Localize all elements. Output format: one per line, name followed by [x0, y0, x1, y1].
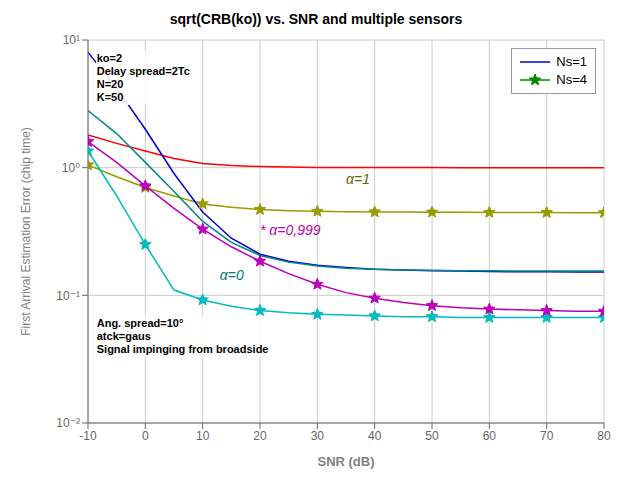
svg-text:40: 40 — [368, 429, 382, 443]
svg-text:10⁻¹: 10⁻¹ — [56, 289, 80, 303]
svg-text:20: 20 — [253, 429, 267, 443]
html-text:Ang. spread=10° atck=gaus Sign: Ang. spread=10° atck=gaus Signal impingi… — [96, 316, 269, 355]
html-text:Ns=1: Ns=1 — [556, 54, 587, 69]
svg-text:10⁰: 10⁰ — [62, 161, 80, 175]
html-text:ko=2 Delay spread=2Tc N=20 K=5: ko=2 Delay spread=2Tc N=20 K=50 — [96, 52, 190, 104]
svg-text:α=0: α=0 — [220, 267, 244, 283]
svg-text:* α=0,999: * α=0,999 — [260, 222, 321, 238]
svg-text:10⁻²: 10⁻² — [56, 416, 80, 430]
svg-text:-10: -10 — [79, 429, 97, 443]
svg-text:α=1: α=1 — [346, 171, 370, 187]
svg-text:First Arrival Estimation Error: First Arrival Estimation Error (chip tim… — [19, 127, 33, 336]
svg-text:50: 50 — [425, 429, 439, 443]
svg-text:80: 80 — [597, 429, 611, 443]
html-text:sqrt(CRB(ko)) vs. SNR and mult: sqrt(CRB(ko)) vs. SNR and multiple senso… — [169, 11, 463, 27]
svg-text:0: 0 — [142, 429, 149, 443]
html-text:Ns=4: Ns=4 — [556, 72, 587, 87]
svg-text:60: 60 — [483, 429, 497, 443]
svg-text:SNR (dB): SNR (dB) — [317, 454, 374, 469]
svg-text:10: 10 — [196, 429, 210, 443]
svg-text:30: 30 — [311, 429, 325, 443]
svg-text:10¹: 10¹ — [63, 33, 80, 47]
svg-text:70: 70 — [540, 429, 554, 443]
